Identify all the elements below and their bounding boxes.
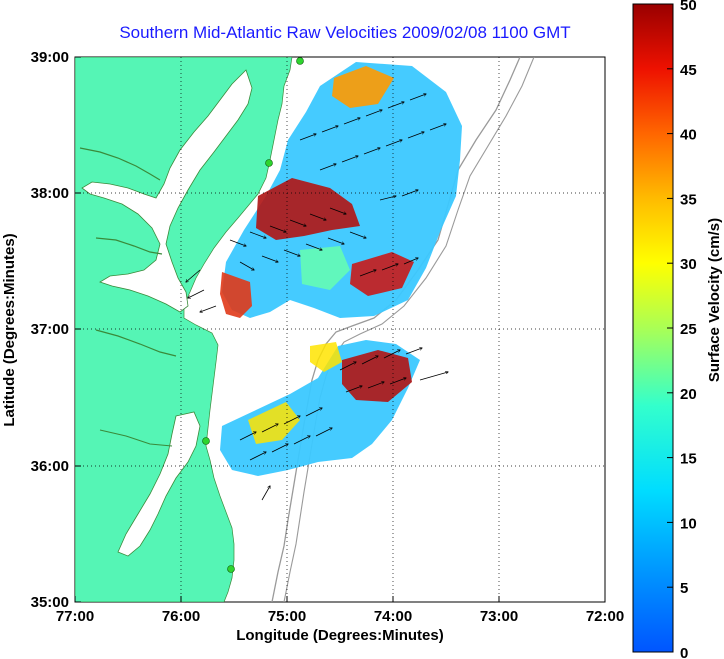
map-title: Southern Mid-Atlantic Raw Velocities 200…	[119, 23, 570, 42]
y-tick-label: 39:00	[31, 49, 69, 66]
chesapeake-bay	[81, 69, 253, 313]
sound-water	[117, 411, 201, 557]
bathymetry-contour-2	[283, 57, 535, 602]
sound-channel	[99, 429, 173, 447]
velocity-band-yellow-2	[310, 342, 342, 372]
colorbar-tick-label: 0	[680, 645, 688, 659]
x-tick-label: 74:00	[374, 608, 412, 625]
river-inlet-3	[95, 329, 177, 357]
y-axis-label: Latitude (Degrees:Minutes)	[1, 233, 18, 426]
velocity-region-north	[222, 62, 462, 318]
colorbar-tick-label: 25	[680, 321, 697, 338]
colorbar-tick-label: 45	[680, 62, 697, 79]
y-tick-label: 38:00	[31, 185, 69, 202]
colorbar-label: Surface Velocity (cm/s)	[706, 218, 723, 382]
y-tick-label: 35:00	[31, 594, 69, 611]
station-marker	[227, 565, 235, 573]
bathymetry-contour-1	[271, 57, 521, 602]
x-tick-label: 76:00	[162, 608, 200, 625]
colorbar-tick-label: 5	[680, 580, 688, 597]
river-inlet-1	[79, 147, 161, 181]
colorbar-tick-label: 35	[680, 191, 697, 208]
colorbar	[632, 3, 674, 653]
x-tick-label: 72:00	[586, 608, 624, 625]
colorbar-tick-label: 10	[680, 515, 697, 532]
colorbar-tick-label: 30	[680, 256, 697, 273]
station-marker	[202, 437, 210, 445]
velocity-hotspot-east	[350, 252, 414, 296]
axis-ticks	[74, 56, 606, 603]
station-markers	[202, 57, 304, 573]
y-tick-label: 36:00	[31, 458, 69, 475]
station-marker	[265, 159, 273, 167]
colorbar-tick-label: 40	[680, 127, 697, 144]
colorbar-tick-label: 15	[680, 451, 697, 468]
station-marker	[296, 57, 304, 65]
velocity-vectors	[186, 94, 448, 501]
colorbar-tick-label: 20	[680, 386, 697, 403]
x-axis-label: Longitude (Degrees:Minutes)	[236, 627, 444, 644]
x-tick-label: 75:00	[268, 608, 306, 625]
y-tick-label: 37:00	[31, 321, 69, 338]
x-tick-label: 77:00	[56, 608, 94, 625]
x-tick-label: 73:00	[480, 608, 518, 625]
colorbar-ticks	[667, 3, 673, 653]
velocity-hotspot-west	[256, 178, 360, 240]
velocity-hotspot-north	[332, 66, 394, 108]
colorbar-tick-label: 50	[680, 0, 697, 14]
grid-lines	[75, 57, 605, 602]
velocity-hotspot-southwest	[220, 272, 252, 318]
velocity-band-green	[300, 246, 350, 290]
velocity-hotspot-southeast	[342, 350, 412, 402]
river-inlet-2	[95, 237, 163, 255]
